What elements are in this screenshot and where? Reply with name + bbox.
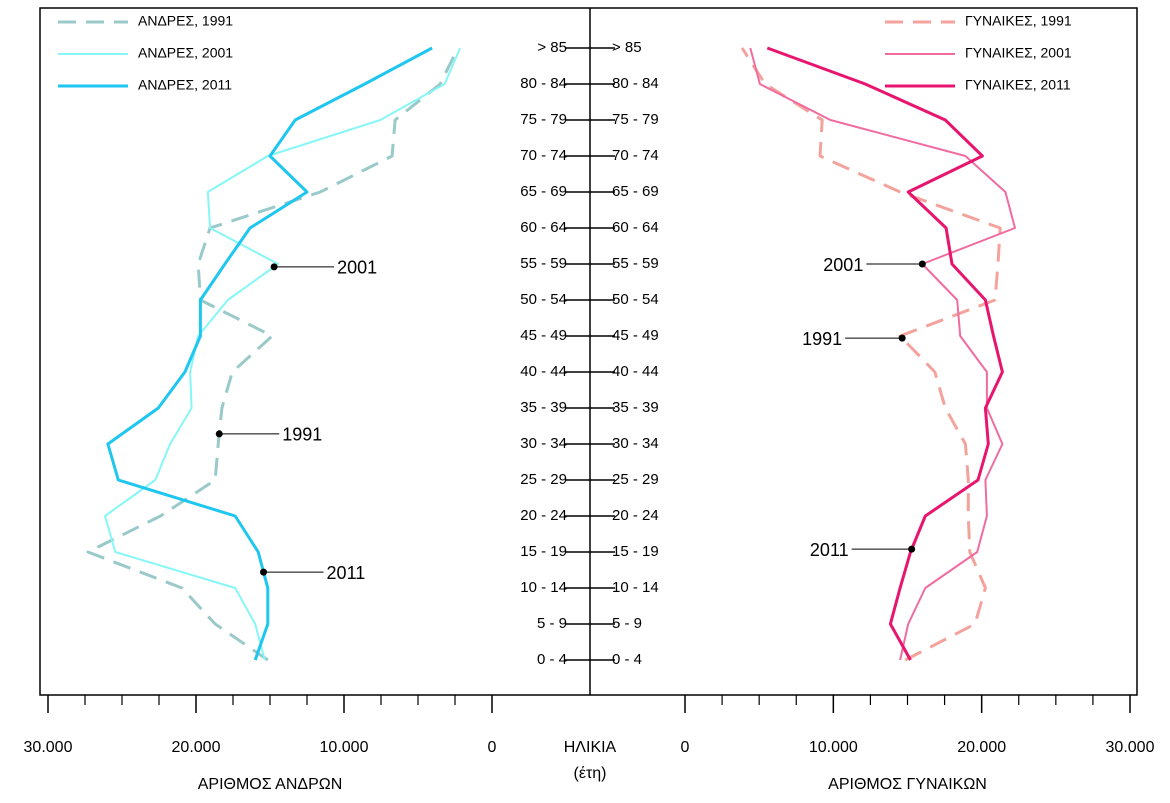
y-tick-label: 55 - 59	[520, 255, 567, 272]
y-tick-label: 30 - 34	[520, 435, 567, 452]
x-tick-label: 20.000	[957, 739, 1006, 756]
y-tick-label: 80 - 84	[520, 75, 567, 92]
y-tick-label: 65 - 69	[612, 183, 659, 200]
y-tick-label: 70 - 74	[612, 147, 659, 164]
legend-label: ΑΝΔΡΕΣ, 2001	[138, 45, 233, 61]
annotation: 2011	[327, 563, 366, 583]
y-axis-note: (έτη)	[573, 765, 606, 782]
y-tick-label: 10 - 14	[520, 579, 567, 596]
y-tick-label: 70 - 74	[520, 147, 567, 164]
y-tick-label: 20 - 24	[520, 507, 567, 524]
x-tick-label: 0	[681, 739, 690, 756]
y-tick-label: 55 - 59	[612, 255, 659, 272]
y-tick-label: 45 - 49	[520, 327, 567, 344]
y-tick-label: 25 - 29	[612, 471, 659, 488]
annotation: 2001	[823, 255, 863, 275]
annotation-dot	[898, 334, 906, 342]
y-tick-label: 35 - 39	[612, 399, 659, 416]
annotation: 2011	[810, 540, 849, 560]
data-line	[86, 47, 460, 662]
legend-label: ΓΥΝΑΙΚΕΣ, 2011	[965, 77, 1071, 93]
y-tick-label: 10 - 14	[612, 579, 659, 596]
y-tick-label: 40 - 44	[520, 363, 567, 380]
y-tick-label: 15 - 19	[612, 543, 659, 560]
x-tick-label: 10.000	[809, 739, 858, 756]
y-tick-label: 5 - 9	[537, 615, 567, 632]
data-line	[766, 46, 1004, 661]
annotation-dot	[918, 260, 926, 268]
y-tick-label: 60 - 64	[520, 219, 567, 236]
data-line	[106, 46, 433, 661]
x-axis-label: ΑΡΙΘΜΟΣ ΓΥΝΑΙΚΩΝ	[828, 776, 987, 793]
y-tick-label: 20 - 24	[612, 507, 659, 524]
y-axis-label: ΗΛΙΚΙΑ	[564, 739, 617, 756]
annotation-dot	[908, 545, 916, 553]
y-tick-label: 0 - 4	[612, 651, 642, 668]
y-tick-label: 35 - 39	[520, 399, 567, 416]
legend-label: ΑΝΔΡΕΣ, 2011	[138, 77, 232, 93]
y-tick-label: 75 - 79	[520, 111, 567, 128]
x-tick-label: 30.000	[24, 739, 73, 756]
legend-label: ΓΥΝΑΙΚΕΣ, 1991	[965, 13, 1072, 29]
y-tick-label: 60 - 64	[612, 219, 659, 236]
y-tick-label: 0 - 4	[537, 651, 567, 668]
x-tick-label: 20.000	[172, 739, 221, 756]
y-tick-label: 50 - 54	[612, 291, 659, 308]
y-tick-label: 25 - 29	[520, 471, 567, 488]
y-tick-label: > 85	[612, 39, 642, 56]
y-tick-label: 65 - 69	[520, 183, 567, 200]
y-tick-label: 15 - 19	[520, 543, 567, 560]
annotation: 2001	[337, 258, 377, 278]
y-tick-label: 50 - 54	[520, 291, 567, 308]
annotation-dot	[215, 430, 223, 438]
annotation: 1991	[282, 425, 322, 445]
y-tick-label: 75 - 79	[612, 111, 659, 128]
y-tick-label: 5 - 9	[612, 615, 642, 632]
data-line	[749, 47, 1016, 661]
annotation-dot	[260, 568, 268, 576]
y-tick-label: 45 - 49	[612, 327, 659, 344]
y-tick-label: 80 - 84	[612, 75, 659, 92]
y-tick-label: 40 - 44	[612, 363, 659, 380]
x-tick-label: 10.000	[320, 739, 369, 756]
annotation-dot	[270, 263, 278, 271]
data-line	[740, 47, 1002, 662]
legend-label: ΑΝΔΡΕΣ, 1991	[138, 13, 233, 29]
x-tick-label: 30.000	[1106, 739, 1155, 756]
plot-frame	[39, 7, 1138, 696]
x-tick-label: 0	[488, 739, 497, 756]
x-axis-label: ΑΡΙΘΜΟΣ ΑΝΔΡΩΝ	[198, 776, 343, 793]
y-tick-label: > 85	[537, 39, 567, 56]
annotation: 1991	[802, 329, 842, 349]
legend-label: ΓΥΝΑΙΚΕΣ, 2001	[965, 45, 1072, 61]
y-tick-label: 30 - 34	[612, 435, 659, 452]
